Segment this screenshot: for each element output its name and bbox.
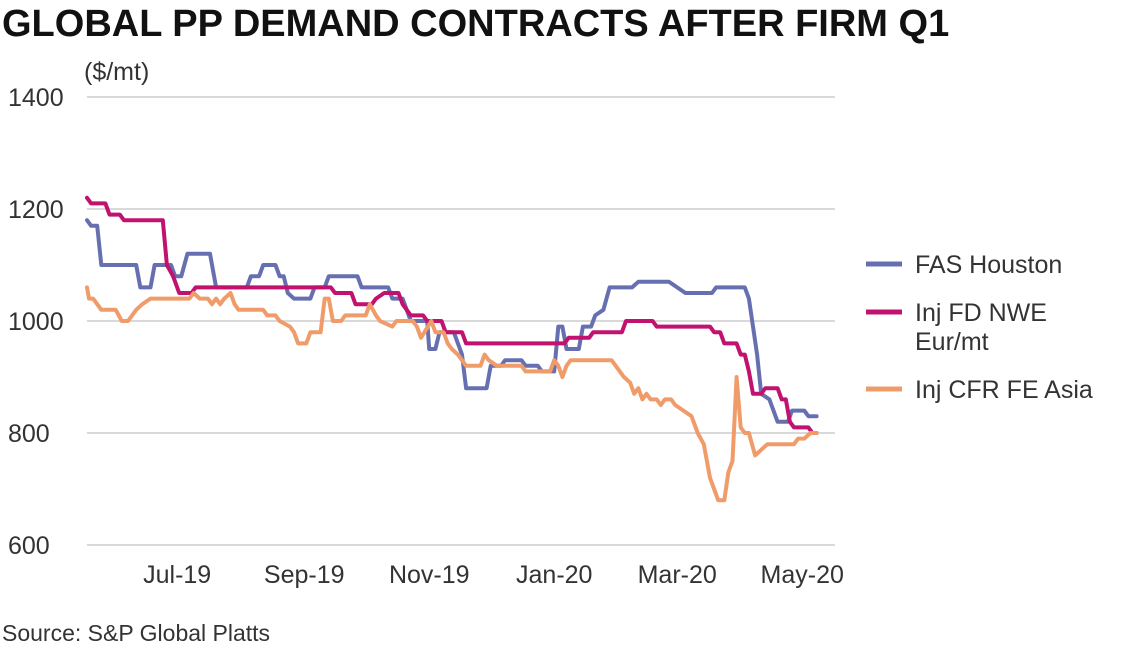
y-axis-unit-label: ($/mt)	[84, 58, 149, 86]
series-line-inj-cfr-fe-asia	[85, 285, 819, 503]
series-line-fas-houston	[85, 218, 819, 424]
y-tick-label-1200: 1200	[8, 196, 64, 224]
x-tick-label-mar-20: Mar-20	[638, 561, 717, 589]
y-tick-label-1000: 1000	[8, 308, 64, 336]
x-tick-label-nov-19: Nov-19	[389, 561, 470, 589]
y-tick-label-600: 600	[8, 532, 50, 560]
gridlines	[87, 96, 835, 546]
legend-label-inj-fd-nwe-eur-mt-line-2: Eur/mt	[915, 328, 989, 356]
x-tick-label-may-20: May-20	[761, 561, 844, 589]
legend-label-inj-cfr-fe-asia: Inj CFR FE Asia	[915, 376, 1093, 404]
legend-label-inj-fd-nwe-eur-mt: Inj FD NWE	[915, 299, 1047, 327]
series-lines	[85, 195, 819, 503]
legend-label-fas-houston: FAS Houston	[915, 251, 1062, 279]
series-line-inj-fd-nwe-eur-mt	[85, 195, 819, 435]
y-tick-label-1400: 1400	[8, 84, 64, 112]
y-axis-ticks: 600 800 1000 1200 1400	[8, 84, 64, 560]
x-tick-label-jan-20: Jan-20	[516, 561, 592, 589]
chart-title: GLOBAL PP DEMAND CONTRACTS AFTER FIRM Q1	[2, 3, 949, 45]
x-tick-label-jul-19: Jul-19	[143, 561, 211, 589]
x-tick-label-sep-19: Sep-19	[264, 561, 345, 589]
source-note: Source: S&P Global Platts	[2, 620, 270, 646]
x-axis-ticks: Jul-19 Sep-19 Nov-19 Jan-20 Mar-20 May-20	[143, 561, 844, 589]
y-tick-label-800: 800	[8, 420, 50, 448]
